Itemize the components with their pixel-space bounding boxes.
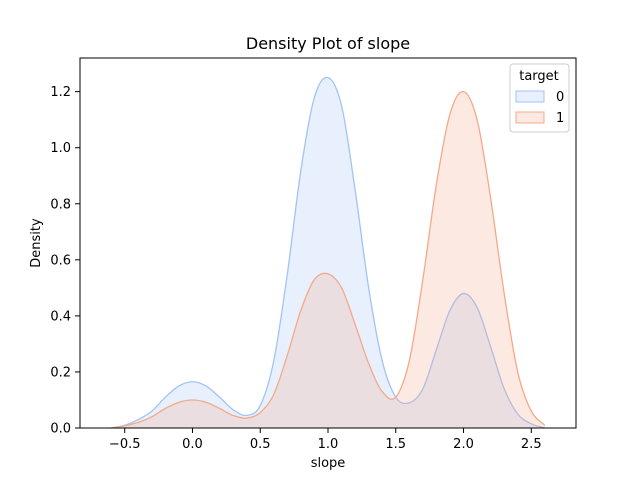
y-axis: 0.0 0.2 0.4 0.6 0.8 1.0 1.2: [50, 85, 80, 437]
chart-title: Density Plot of slope: [246, 34, 410, 53]
x-tick-label: 1.5: [385, 437, 406, 452]
legend-label-0: 0: [556, 90, 564, 105]
y-tick-label: 0.8: [50, 197, 71, 212]
y-tick-label: 0.0: [50, 422, 71, 437]
legend-swatch-1: [515, 111, 545, 124]
legend-swatch-0: [515, 90, 545, 103]
series-0-area: [111, 77, 545, 429]
x-tick-label: 0.0: [182, 437, 203, 452]
x-axis: −0.5 0.0 0.5 1.0 1.5 2.0 2.5: [109, 428, 542, 452]
y-tick-label: 1.2: [50, 85, 71, 100]
y-axis-title: Density: [29, 218, 44, 268]
series-0-line: [111, 76, 546, 429]
series-1-area: [111, 91, 545, 429]
x-tick-label: 0.5: [250, 437, 271, 452]
legend-box: [509, 63, 570, 133]
y-tick-label: 0.6: [50, 253, 71, 268]
x-tick-label: 1.0: [318, 437, 339, 452]
x-tick-label: 2.0: [453, 437, 474, 452]
x-tick-label: −0.5: [109, 437, 141, 452]
y-tick-label: 0.4: [50, 309, 71, 324]
x-tick-label: 2.5: [521, 437, 542, 452]
legend-title: target: [519, 69, 559, 84]
y-tick-label: 0.2: [50, 365, 71, 380]
series-1-line: [111, 90, 546, 429]
series-layer: [111, 76, 546, 429]
x-axis-title: slope: [311, 456, 346, 471]
legend-label-1: 1: [556, 111, 564, 126]
legend: target 0 1: [509, 63, 570, 133]
y-tick-label: 1.0: [50, 141, 71, 156]
